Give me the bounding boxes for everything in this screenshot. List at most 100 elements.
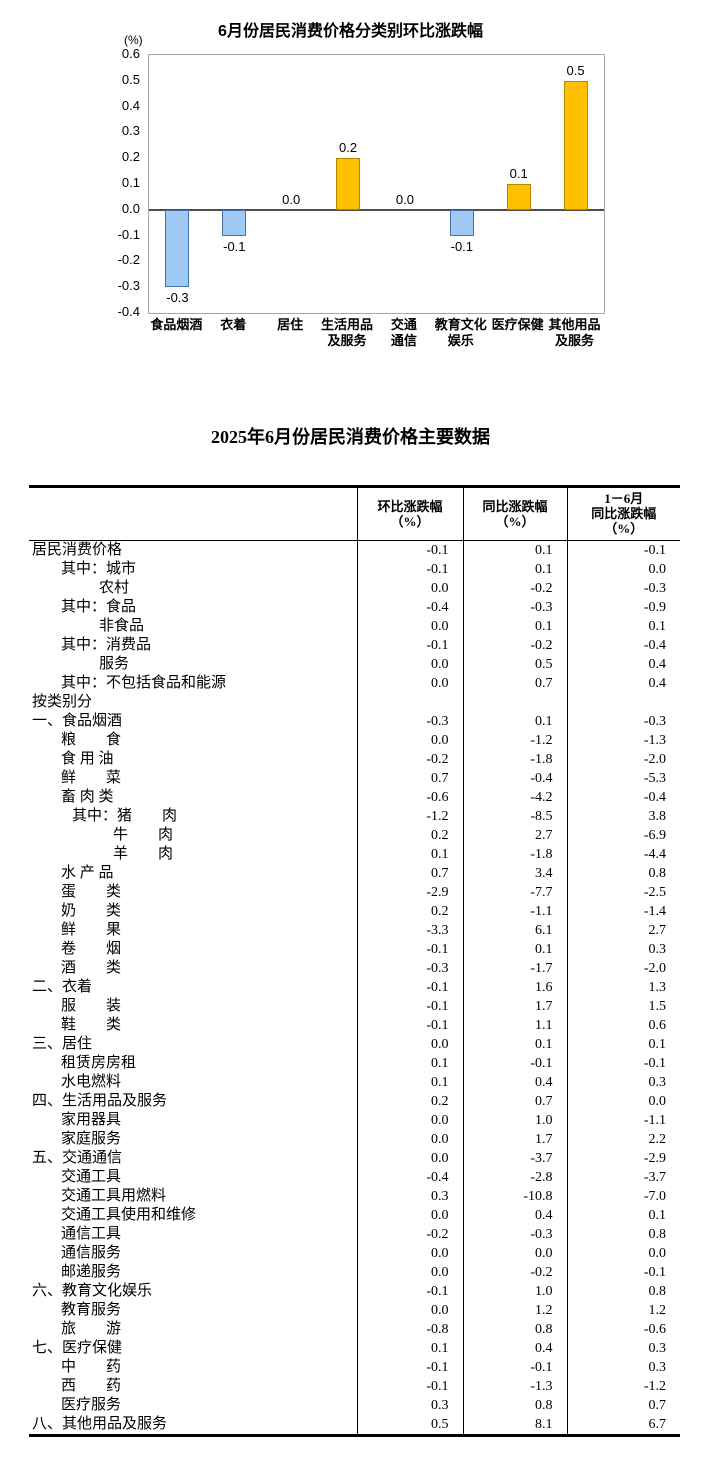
row-label: 居民消费价格 [32,542,123,558]
yoy-value: -0.3 [462,1225,567,1244]
yoy-value: -1.7 [462,959,567,978]
mom-value: 0.0 [356,1244,463,1263]
table-row: 卷 烟 -0.1 0.1 0.3 [29,940,680,959]
ytd-yoy-value: 0.3 [566,1358,680,1377]
mom-value: -0.1 [356,540,463,560]
cpi-chart: 6月份居民消费价格分类别环比涨跌幅 (%) -0.3 -0.1 0.0 0.2 0.0-… [0,0,701,370]
mom-value: 0.0 [356,1035,463,1054]
row-label: 鲜 菜 [61,770,122,786]
mom-value: 0.1 [356,1073,463,1092]
table-row: 水电燃料 0.1 0.4 0.3 [29,1073,680,1092]
x-category-label: 食品烟酒 [150,317,203,332]
ytd-yoy-value: 6.7 [566,1415,680,1436]
yoy-value: 0.1 [462,560,567,579]
zero-axis-line [149,208,604,211]
row-label: 医疗服务 [61,1397,122,1413]
table-row: 鲜 菜 0.7 -0.4 -5.3 [29,769,680,788]
mom-value: -2.9 [356,883,463,902]
y-tick-label: 0.1 [121,175,140,190]
col-header-ytd-yoy: 1－6月 同比涨跌幅 （%） [566,486,680,541]
mom-value: 0.3 [356,1187,463,1206]
table-row: 家庭服务 0.0 1.7 2.2 [29,1130,680,1149]
yoy-value: -0.2 [462,636,567,655]
mom-value: 0.0 [356,1301,463,1320]
table-row: 六、教育文化娱乐 -0.1 1.0 0.8 [29,1282,680,1301]
y-tick-label: 0.6 [121,46,140,61]
mom-value: 0.1 [356,1339,463,1358]
x-category-label: 生活用品 及服务 [321,317,374,348]
x-category-label: 交通 通信 [390,317,417,348]
row-label: 西 药 [61,1378,122,1394]
yoy-value: 0.5 [462,655,567,674]
yoy-value: 0.1 [462,1035,567,1054]
ytd-yoy-value: -5.3 [566,769,680,788]
row-label: 牛 肉 [113,827,174,843]
row-label: 水 产 品 [61,865,114,881]
yoy-value: -0.1 [462,1358,567,1377]
row-label: 蛋 类 [61,884,122,900]
table-row: 一、食品烟酒 -0.3 0.1 -0.3 [29,712,680,731]
table-row: 服 装 -0.1 1.7 1.5 [29,997,680,1016]
ytd-yoy-value: -4.4 [566,845,680,864]
yoy-value: 1.2 [462,1301,567,1320]
ytd-yoy-value: -0.1 [566,1263,680,1282]
mom-value: -0.6 [356,788,463,807]
yoy-value: 0.8 [462,1396,567,1415]
ytd-yoy-value: -0.4 [566,788,680,807]
row-label: 二、衣着 [32,979,93,995]
ytd-yoy-value: 3.8 [566,807,680,826]
mom-value: 0.0 [356,617,463,636]
table-row: 按类别分 [29,693,680,712]
table-row: 三、居住 0.0 0.1 0.1 [29,1035,680,1054]
yoy-value: 6.1 [462,921,567,940]
table-row: 鞋 类 -0.1 1.1 0.6 [29,1016,680,1035]
yoy-value: 0.4 [462,1206,567,1225]
mom-value: 0.2 [356,902,463,921]
row-label: 教育服务 [61,1302,122,1318]
mom-value: 0.0 [356,579,463,598]
table-row: 牛 肉 0.2 2.7 -6.9 [29,826,680,845]
mom-value: 0.0 [356,1130,463,1149]
yoy-value: 1.6 [462,978,567,997]
row-label: 通信工具 [61,1226,122,1242]
yoy-value: 1.1 [462,1016,567,1035]
mom-value: 0.2 [356,1092,463,1111]
y-tick-label: 0.0 [121,200,140,216]
ytd-yoy-value: 1.2 [566,1301,680,1320]
row-label: 粮 食 [61,732,122,748]
ytd-yoy-value: 0.0 [566,560,680,579]
row-label: 交通工具使用和维修 [61,1207,197,1223]
chart-bar-其他用品及服务 [563,80,588,210]
table-row: 奶 类 0.2 -1.1 -1.4 [29,902,680,921]
mom-value: 0.0 [356,731,463,750]
yoy-value: -10.8 [462,1187,567,1206]
ytd-yoy-value: 0.4 [566,655,680,674]
yoy-value: 3.4 [462,864,567,883]
row-label: 五、交通通信 [32,1150,123,1166]
row-label: 其中：食品 [61,599,137,615]
mom-value: -0.4 [356,598,463,617]
ytd-yoy-value: -2.0 [566,750,680,769]
y-tick-label: -0.2 [117,252,140,268]
row-label: 鲜 果 [61,922,122,938]
table-row: 教育服务 0.0 1.2 1.2 [29,1301,680,1320]
x-category-label: 教育文化 娱乐 [434,317,487,348]
mom-value: -0.2 [356,750,463,769]
table-row: 其中：食品 -0.4 -0.3 -0.9 [29,598,680,617]
ytd-yoy-value: 0.8 [566,1225,680,1244]
table-row: 羊 肉 0.1 -1.8 -4.4 [29,845,680,864]
mom-value: 0.0 [356,1149,463,1168]
yoy-value: -0.1 [462,1054,567,1073]
table-row: 其中：城市 -0.1 0.1 0.0 [29,560,680,579]
bar-value-label: -0.1 [223,238,246,254]
x-category-label: 其他用品 及服务 [548,317,601,348]
chart-title: 6月份居民消费价格分类别环比涨跌幅 [218,23,483,40]
row-label: 租赁房房租 [61,1055,137,1071]
row-label: 三、居住 [32,1036,93,1052]
ytd-yoy-value: 0.0 [566,1244,680,1263]
table-row: 农村 0.0 -0.2 -0.3 [29,579,680,598]
ytd-yoy-value: 1.3 [566,978,680,997]
y-tick-label: 0.4 [121,97,140,113]
row-label: 通信服务 [61,1245,122,1261]
table-row: 蛋 类 -2.9 -7.7 -2.5 [29,883,680,902]
